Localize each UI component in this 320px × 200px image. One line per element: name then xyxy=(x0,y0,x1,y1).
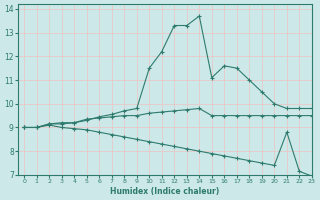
X-axis label: Humidex (Indice chaleur): Humidex (Indice chaleur) xyxy=(110,187,220,196)
